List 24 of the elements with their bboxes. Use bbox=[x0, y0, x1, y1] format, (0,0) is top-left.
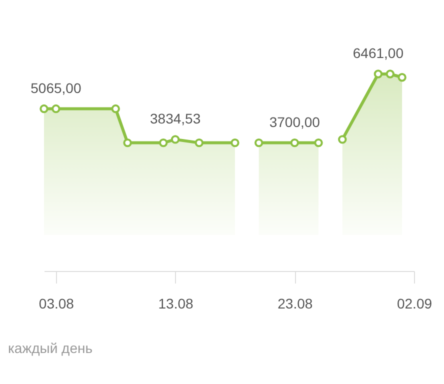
point bbox=[123, 138, 132, 148]
point bbox=[194, 138, 204, 148]
x-tick-label: 23.08 bbox=[278, 296, 313, 312]
point bbox=[52, 104, 60, 114]
text: каждый день bbox=[8, 340, 93, 356]
data-label: 3700,00 bbox=[269, 114, 320, 130]
point bbox=[170, 135, 180, 144]
x-tick-label: 13.08 bbox=[158, 296, 194, 312]
x-tick-label: 03.08 bbox=[38, 296, 74, 312]
point bbox=[230, 138, 240, 148]
data-label: 6461,00 bbox=[352, 45, 404, 61]
point bbox=[254, 138, 264, 148]
data-label: 5065,00 bbox=[30, 80, 82, 96]
point bbox=[398, 73, 406, 82]
point bbox=[338, 135, 347, 144]
point bbox=[159, 138, 168, 148]
point bbox=[386, 70, 394, 78]
point bbox=[40, 104, 48, 114]
point bbox=[290, 138, 299, 148]
point bbox=[111, 104, 120, 114]
point bbox=[314, 138, 323, 148]
x-tick-label: 02.09 bbox=[396, 296, 432, 312]
point bbox=[374, 70, 383, 78]
data-label: 3834,53 bbox=[150, 110, 201, 126]
